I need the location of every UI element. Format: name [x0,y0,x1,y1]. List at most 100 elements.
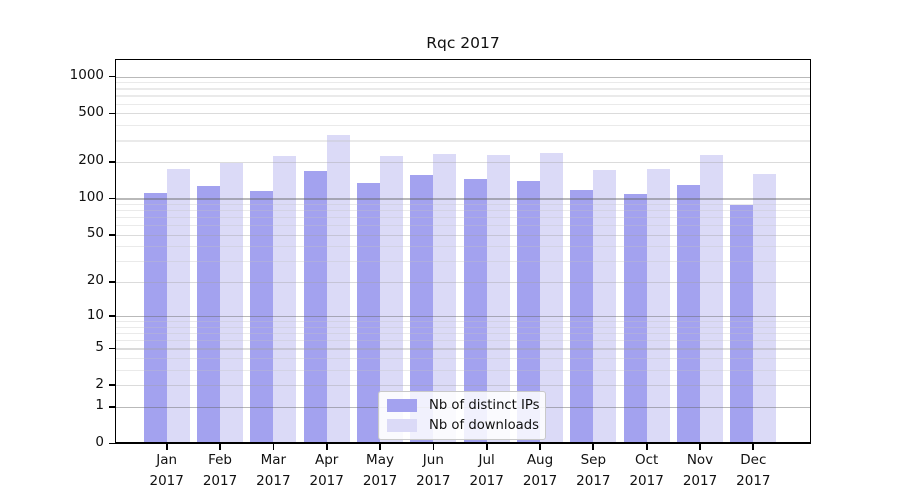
x-axis-tick [752,444,755,450]
bar [357,182,381,444]
x-axis-label-line: Aug [526,452,554,468]
y-axis-tick [109,347,115,350]
gridline [115,358,811,360]
gridline [115,234,811,236]
bar [250,190,274,444]
gridline [115,261,811,263]
gridline [115,348,811,350]
gridline [115,125,811,127]
bar [623,194,647,444]
x-axis-tick [645,444,648,450]
gridline [115,225,811,227]
x-axis-label-line: 2017 [202,473,238,489]
bar [433,153,457,444]
bar [220,162,244,444]
x-axis-label-line: Sep [580,452,607,468]
x-axis-label-line: 2017 [362,473,398,489]
y-axis-label: 5 [95,338,104,355]
x-axis-label: Dec 2017 [721,450,785,492]
x-axis-label: Jan 2017 [135,450,199,492]
x-axis-label-line: 2017 [522,473,558,489]
y-axis-tick [109,75,115,78]
x-axis-label-line: Nov [686,452,714,468]
gridline [115,113,811,115]
x-axis-label-line: Jan [156,452,178,468]
bar [540,152,563,444]
x-axis-label-line: Oct [634,452,659,468]
x-axis-tick [325,444,328,450]
x-axis-tick [432,444,435,450]
bar [380,155,404,444]
y-axis-tick [109,233,115,236]
x-axis-label: Oct 2017 [615,450,679,492]
gridline [115,88,811,90]
x-axis-label: Sep 2017 [561,450,625,492]
legend: Nb of distinct IPs Nb of downloads [378,391,546,440]
y-axis-label: 2 [95,375,104,392]
gridline [115,161,811,163]
y-axis-label: 200 [78,152,104,169]
x-axis-label-line: Feb [208,452,232,468]
gridline [115,246,811,248]
bar [197,186,221,444]
x-axis-tick [592,444,595,450]
bar [143,193,167,444]
gridline [115,103,811,105]
legend-row: Nb of downloads [387,417,539,434]
legend-row: Nb of distinct IPs [387,397,540,414]
bar [730,205,754,444]
y-axis-tick [109,405,115,408]
x-axis-label: Mar 2017 [241,450,305,492]
x-axis-label: Jun 2017 [401,450,465,492]
legend-swatch-distinct-ips [387,399,417,412]
gridline [115,140,811,142]
y-axis-tick [109,112,115,115]
y-axis-label: 100 [78,188,104,205]
bar [273,156,297,444]
y-axis-tick [109,315,115,318]
x-axis-label: Apr 2017 [295,450,359,492]
y-axis-label: 1 [95,397,104,414]
x-axis-tick [485,444,488,450]
gridline [115,333,811,335]
x-axis-tick [165,444,168,450]
bar [486,155,510,444]
plot-area [115,59,811,444]
x-axis-label-line: Dec [740,452,767,468]
x-axis-label: Feb 2017 [188,450,252,492]
bar [677,185,700,444]
gridline [115,217,811,219]
legend-label-distinct-ips: Nb of distinct IPs [429,398,540,413]
x-axis-label-line: 2017 [629,473,664,489]
gridline [115,281,811,283]
x-axis-label-line: Jun [422,452,444,468]
x-axis-label: Jul 2017 [455,450,519,492]
legend-swatch-downloads [387,419,417,432]
legend-label-downloads: Nb of downloads [429,418,539,433]
bar [517,181,540,444]
y-axis-tick [109,197,115,200]
gridline [115,95,811,97]
bar [303,171,327,444]
x-axis-label-line: 2017 [149,473,184,489]
x-axis-label-line: 2017 [682,473,718,489]
gridline [115,369,811,372]
bar [753,173,777,444]
x-axis-tick [699,444,701,450]
y-axis-tick [109,161,115,163]
bar [166,169,190,444]
x-axis-label-line: Jul [478,452,495,468]
y-axis-label: 10 [86,306,104,323]
x-axis-tick [219,444,221,450]
x-axis-label-line: 2017 [469,473,504,489]
y-axis-tick [109,384,115,387]
gridline [115,321,811,323]
gridline [115,326,811,328]
x-axis-label-line: May [366,452,394,468]
bar [593,170,617,444]
x-axis-label-line: 2017 [416,473,451,489]
bar [570,190,594,444]
y-axis-label: 1000 [69,67,104,84]
y-axis-tick [109,280,115,283]
